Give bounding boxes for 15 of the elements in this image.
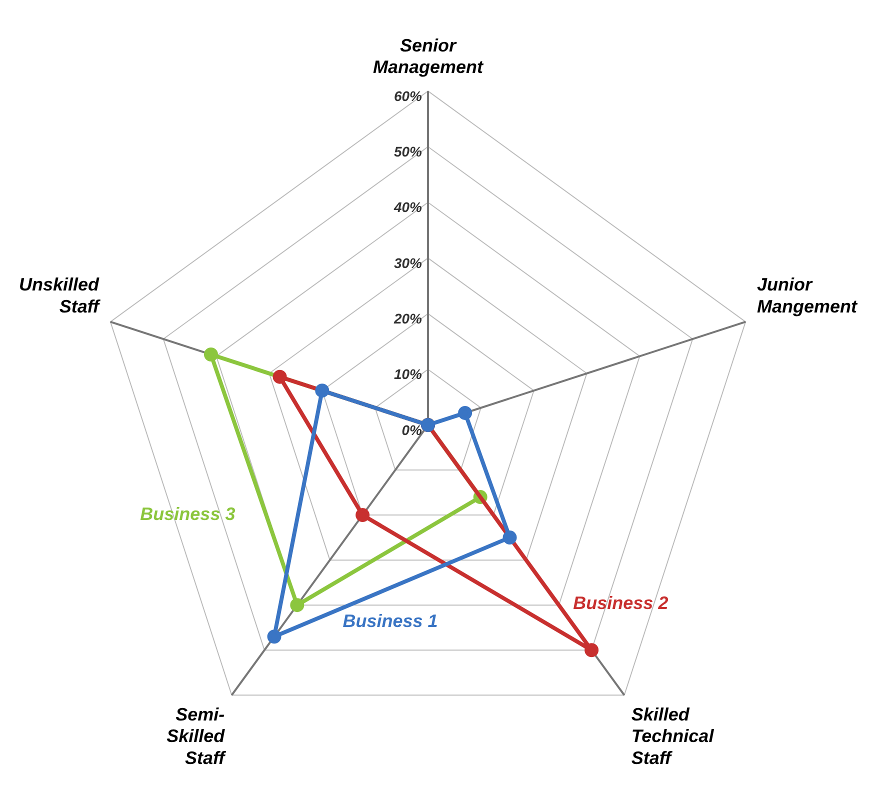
y-tick-label: 60% [394,88,423,104]
spoke-label: Skilled Technical Staff [631,704,715,768]
spoke-label: Junior Mangement [756,274,858,316]
spoke-label: Semi-Skilled Staff [166,704,227,768]
y-tick-label: 10% [394,366,423,382]
series-label: Business 3 [140,504,236,524]
series-label: Business 1 [342,611,438,632]
y-tick-label: 40% [392,199,423,216]
spoke-label: Unskilled Staff [18,274,102,316]
y-tick-label: 30% [394,254,423,271]
series-label: Business 2 [573,592,668,613]
y-tick-label: 50% [394,144,423,160]
y-tick-label: 0% [402,422,423,438]
y-tick-label: 20% [392,310,423,327]
spoke-label: Senior Management [372,36,484,78]
